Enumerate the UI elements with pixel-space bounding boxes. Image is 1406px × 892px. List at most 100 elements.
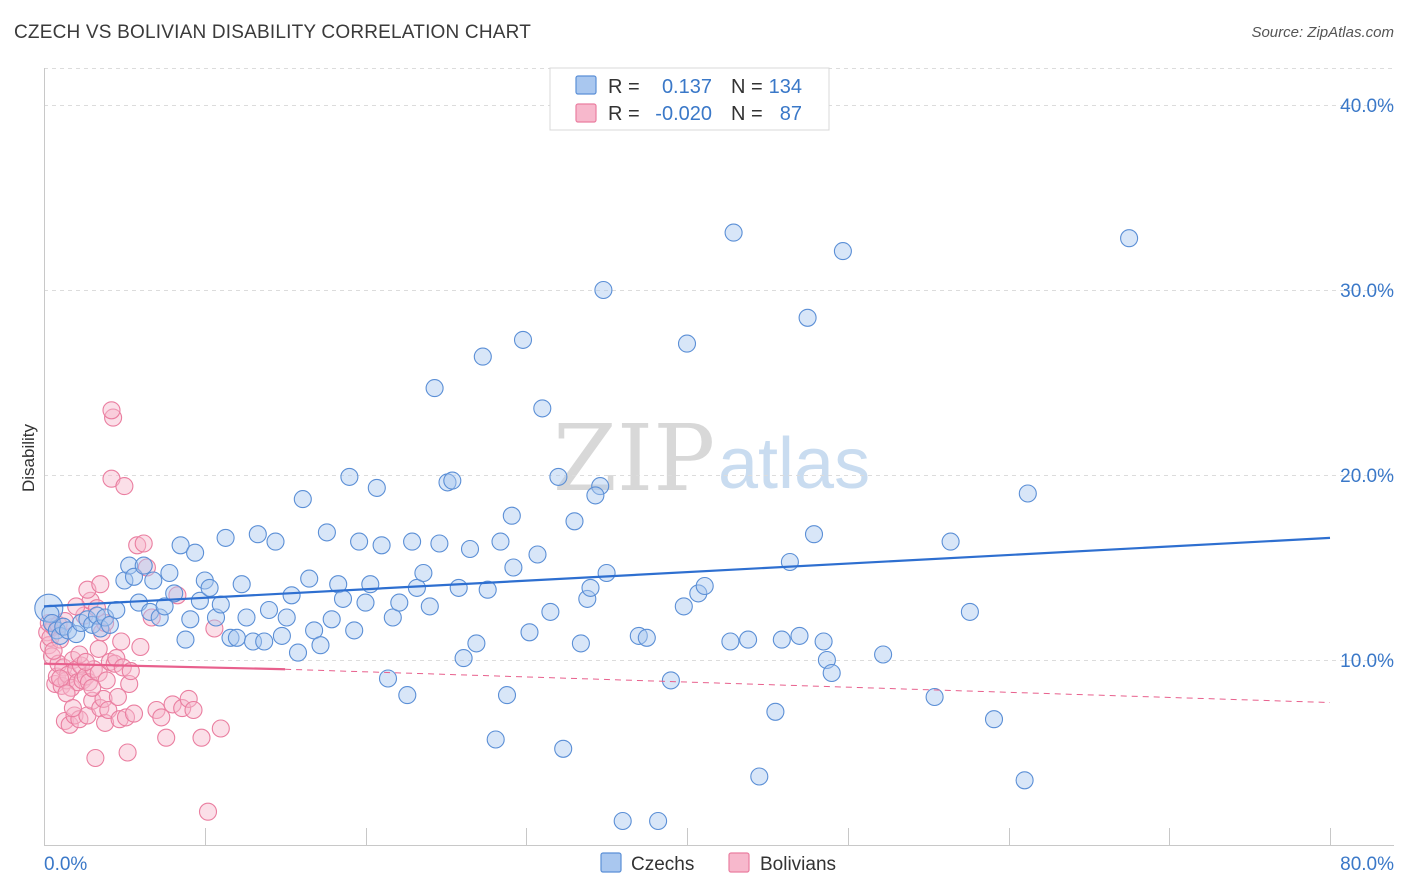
czech-point: [497, 686, 517, 705]
czech-point: [1018, 484, 1037, 503]
czech-point: [814, 632, 833, 651]
czech-point: [221, 628, 240, 647]
stats-legend: R = 0.137 N = 134 R = -0.020 N = 87: [549, 67, 830, 131]
czech-point: [571, 634, 590, 653]
bolivian-point: [63, 699, 82, 718]
bolivian-point: [184, 700, 203, 720]
czech-point: [528, 545, 547, 564]
czech-point: [486, 730, 505, 749]
czech-point: [390, 593, 409, 612]
y-tick-label: 10.0%: [1340, 651, 1394, 672]
bolivians-points: [38, 401, 230, 821]
bolivian-point: [179, 689, 198, 708]
czech-point: [649, 811, 668, 831]
bolivian-point: [152, 708, 171, 727]
czech-point: [443, 471, 462, 490]
czech-point: [398, 686, 417, 705]
y-tick-label: 40.0%: [1340, 96, 1394, 117]
bolivian-point: [107, 649, 126, 668]
czech-point: [317, 523, 336, 542]
czech-point: [403, 532, 422, 551]
legend-bolivians-label: Bolivians: [760, 854, 836, 875]
bolivian-point: [118, 743, 137, 762]
czech-point: [502, 506, 521, 525]
czech-point: [340, 467, 359, 486]
czech-point: [181, 610, 200, 629]
bolivian-point: [124, 704, 144, 723]
czech-point: [541, 602, 560, 621]
czech-point: [677, 334, 697, 353]
czech-point: [378, 669, 398, 688]
czech-point: [237, 608, 256, 627]
czech-point: [941, 532, 960, 551]
bolivian-point: [115, 477, 134, 496]
series-legend: Czechs Bolivians: [600, 852, 836, 875]
bolivian-n-label: N =: [731, 103, 763, 125]
grid-lines: [44, 68, 1394, 661]
bolivian-point: [131, 637, 150, 657]
czech-point: [513, 330, 533, 349]
czech-point: [78, 610, 97, 629]
bolivian-swatch: [575, 103, 597, 123]
czech-point: [420, 597, 439, 616]
czech-point: [554, 739, 573, 758]
watermark-zip: ZIP: [553, 405, 715, 512]
czech-point: [460, 539, 480, 559]
czech-point: [345, 621, 364, 640]
czech-point: [100, 615, 119, 634]
czech-point: [1120, 229, 1139, 248]
bolivian-point: [104, 408, 123, 427]
czech-point: [822, 663, 841, 683]
y-axis-title: Disability: [19, 423, 38, 492]
czech-point: [293, 490, 312, 509]
czech-point: [804, 525, 824, 544]
czech-point: [329, 575, 348, 594]
bolivian-point: [76, 652, 95, 671]
bolivian-point: [91, 575, 110, 594]
czech-point: [504, 558, 523, 577]
bolivian-point: [94, 689, 113, 708]
bolivian-point: [44, 641, 63, 660]
czech-point: [91, 619, 110, 638]
czech-point: [248, 525, 267, 544]
czech-point: [356, 593, 375, 612]
bolivian-r-label: R =: [608, 103, 640, 125]
czech-point: [288, 643, 308, 662]
y-tick-label: 20.0%: [1340, 466, 1394, 487]
czech-point: [227, 628, 246, 647]
czech-point: [367, 478, 386, 497]
bolivian-point: [86, 748, 105, 768]
czech-point: [586, 486, 605, 505]
czech-point: [454, 649, 473, 668]
czech-point: [594, 280, 613, 300]
czech-point: [160, 563, 179, 583]
czech-r-label: R =: [608, 76, 640, 98]
czech-point: [67, 625, 86, 644]
chart-title: CZECH VS BOLIVIAN DISABILITY CORRELATION…: [14, 22, 532, 43]
czech-point: [211, 595, 230, 614]
czech-point: [449, 578, 468, 597]
watermark: ZIP atlas: [553, 405, 870, 512]
czech-point: [282, 586, 301, 605]
x-tick-label-max: 80.0%: [1340, 854, 1394, 875]
bolivian-point: [83, 678, 102, 697]
czech-point: [255, 632, 274, 651]
czech-point: [190, 591, 209, 610]
bolivian-trend-extension: [285, 668, 1331, 704]
czech-n-label: N =: [731, 76, 763, 98]
czech-point: [383, 608, 402, 627]
czech-point: [960, 602, 979, 621]
czech-point: [171, 536, 190, 555]
bolivian-point: [173, 699, 192, 718]
bolivian-n-value: 87: [780, 103, 802, 125]
czech-point: [311, 636, 330, 655]
czech-point: [1015, 771, 1034, 790]
bolivian-point: [89, 639, 108, 658]
czech-trend-line: [43, 536, 1331, 608]
czech-point: [322, 610, 341, 629]
bolivian-point: [192, 728, 211, 747]
czech-point: [186, 543, 205, 562]
czech-point: [874, 645, 893, 664]
czech-point: [565, 512, 584, 531]
czech-point: [425, 379, 444, 398]
